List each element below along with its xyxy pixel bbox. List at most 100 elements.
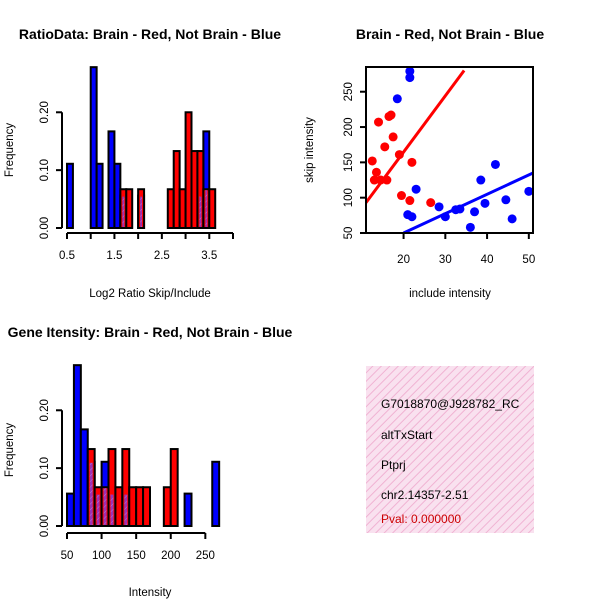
not-brain-bar	[89, 66, 98, 229]
y-tick-label: 0.20	[39, 101, 51, 123]
brain-bar	[135, 486, 145, 528]
not-brain-bar	[95, 162, 104, 229]
intensity-y-axis-label: Frequency	[4, 423, 16, 478]
brain-point	[369, 175, 379, 185]
brain-point	[371, 167, 381, 177]
not-brain-bar	[211, 460, 221, 527]
info-event-type: altTxStart	[381, 428, 433, 442]
brain-point	[376, 175, 386, 185]
not-brain-point	[411, 184, 421, 194]
x-tick-label: 0.5	[59, 250, 75, 262]
brain-bar	[162, 486, 172, 528]
y-tick-label: 200	[343, 117, 355, 136]
x-tick-label: 50	[61, 550, 74, 562]
intensity-x-axis-label: Intensity	[129, 587, 172, 599]
not-brain-point	[507, 214, 517, 224]
brain-point	[394, 150, 404, 160]
ratio-y-axis-label: Frequency	[4, 123, 16, 178]
brain-point	[380, 142, 390, 152]
ratio-axes: 0.5 1.5 2.5 3.5 0.00 0.10 0.20	[39, 101, 234, 262]
scatter-plot-box	[365, 66, 534, 234]
not-brain-point	[524, 186, 534, 196]
x-tick-label: 50	[522, 254, 535, 266]
intensity-histogram: Gene Itensity: Brain - Red, Not Brain - …	[4, 324, 293, 599]
overlap-bar-hatch	[199, 196, 202, 227]
x-tick-label: 200	[161, 550, 180, 562]
not-brain-bar	[66, 492, 75, 528]
y-tick-label: 0.10	[39, 159, 51, 181]
overlap-bar-hatch	[96, 494, 100, 525]
scatter-fit-lines	[366, 69, 533, 233]
not-brain-point	[470, 207, 480, 217]
brain-bar	[114, 486, 124, 528]
not-brain-bar	[183, 492, 193, 528]
ratio-bars	[66, 66, 217, 230]
y-tick-label: 0.00	[39, 515, 51, 537]
brain-point	[407, 157, 417, 167]
ratio-histogram: RatioData: Brain - Red, Not Brain - Blue…	[4, 26, 281, 300]
x-tick-label: 100	[92, 550, 111, 562]
info-gene: Ptprj	[381, 458, 406, 472]
intensity-axes: 50 100 150 200 250 0.00 0.10 0.20	[39, 399, 215, 562]
brain-point	[367, 156, 377, 166]
brain-point	[388, 132, 398, 142]
scatter-chart-title: Brain - Red, Not Brain - Blue	[356, 26, 544, 42]
not-brain-point	[480, 198, 490, 208]
not-brain-point	[440, 212, 450, 222]
y-tick-label: 250	[343, 82, 355, 101]
y-tick-label: 0.10	[39, 457, 51, 479]
ratio-chart-title: RatioData: Brain - Red, Not Brain - Blue	[19, 26, 281, 42]
scatter-y-axis-label: skip intensity	[304, 117, 316, 183]
brain-bar	[128, 486, 138, 528]
info-pval: Pval: 0.000000	[381, 512, 461, 526]
not-brain-bar	[66, 162, 74, 229]
scatter-plot: Brain - Red, Not Brain - Blue include in…	[304, 26, 544, 300]
y-tick-label: 0.00	[39, 217, 51, 239]
not-brain-point	[392, 94, 402, 104]
scatter-points	[367, 66, 534, 232]
not-brain-point	[501, 195, 511, 205]
not-brain-point	[490, 159, 500, 169]
x-tick-label: 40	[481, 254, 494, 266]
not-brain-bar	[72, 364, 82, 527]
brain-point	[386, 110, 396, 120]
not-brain-point	[476, 175, 486, 185]
brain-point	[374, 117, 384, 127]
overlap-bar-hatch	[124, 494, 128, 525]
y-tick-label: 100	[343, 188, 355, 207]
x-tick-label: 3.5	[201, 250, 217, 262]
overlap-bar-hatch	[89, 462, 93, 525]
overlap-bar-hatch	[122, 196, 125, 227]
overlap-bar-hatch	[205, 190, 208, 227]
info-panel: G7018870@J928782_RC altTxStart Ptprj chr…	[366, 366, 534, 533]
y-tick-label: 50	[343, 227, 355, 240]
x-tick-label: 250	[196, 550, 215, 562]
x-tick-label: 150	[127, 550, 146, 562]
brain-bar	[169, 448, 179, 527]
info-location: chr2.14357-2.51	[381, 488, 469, 502]
x-tick-label: 2.5	[154, 250, 170, 262]
x-tick-label: 20	[397, 254, 410, 266]
info-id: G7018870@J928782_RC	[381, 397, 520, 411]
info-panel-background	[366, 366, 534, 533]
scatter-x-axis-label: include intensity	[409, 288, 491, 300]
intensity-chart-title: Gene Itensity: Brain - Red, Not Brain - …	[8, 324, 293, 340]
not-brain-point	[434, 202, 444, 212]
x-tick-label: 1.5	[106, 250, 122, 262]
info-overflow-mask	[534, 395, 600, 415]
not-brain-point	[465, 222, 475, 232]
brain-point	[405, 196, 415, 206]
not-brain-point	[405, 66, 415, 76]
overlap-bar-hatch	[110, 494, 114, 525]
brain-bar	[208, 188, 217, 230]
brain-point	[396, 191, 406, 201]
not-brain-point	[407, 212, 417, 222]
brain-bar	[125, 188, 134, 230]
x-tick-label: 30	[439, 254, 452, 266]
y-tick-label: 0.20	[39, 399, 51, 421]
not-brain-fit-line	[402, 171, 533, 233]
brain-point	[382, 175, 392, 185]
overlap-bar-hatch	[103, 488, 107, 525]
not-brain-bar	[79, 428, 89, 527]
